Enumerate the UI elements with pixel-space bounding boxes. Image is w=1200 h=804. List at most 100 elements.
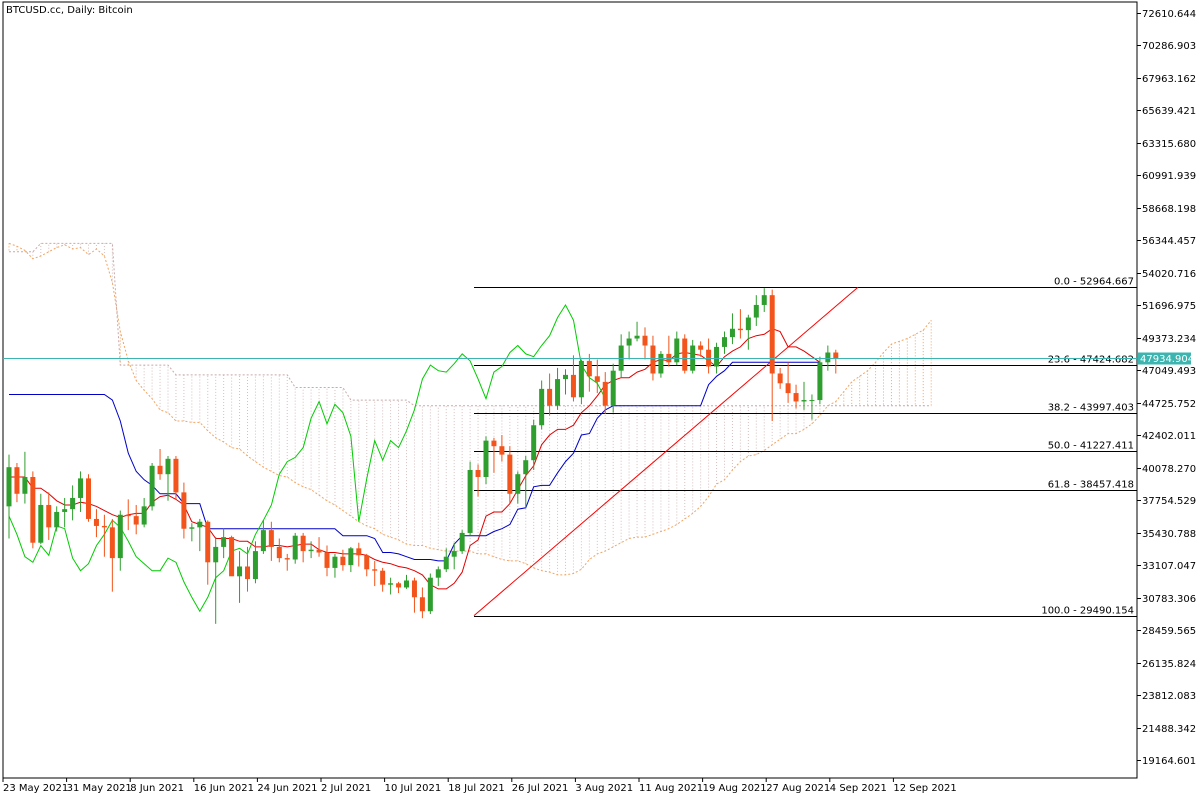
candle-bull [515,474,521,494]
price-tick-label: 54020.716 [1142,269,1196,280]
fibonacci-levels: 0.0 - 52964.667 23.6 - 47424.682 38.2 - 43… [473,277,1137,617]
candle-bear [340,556,346,566]
price-tick-label: 49373.234 [1142,334,1196,345]
time-tick-label: 3 Aug 2021 [575,783,633,794]
candle-bull [308,549,314,552]
candle-bull [117,514,123,559]
fib-level-label: 38.2 - 43997.403 [1048,403,1134,414]
chart-title: BTCUSD.cc, Daily: Bitcoin [6,5,133,16]
candle-bull [332,556,338,568]
candle-bear [777,373,783,384]
candle-bull [149,465,155,507]
candle-bear [594,376,600,382]
candle-bear [785,383,791,394]
candle-bull [467,469,473,533]
candle-bear [396,583,402,588]
price-tick-label: 33107.047 [1142,561,1196,572]
candle-bear [268,530,274,547]
candle-bear [372,569,378,571]
candle-bull [714,346,720,367]
time-tick-label: 2 Jul 2021 [321,783,371,794]
candle-bull [292,535,298,560]
price-tick-label: 42402.011 [1142,431,1196,442]
candle-bull [213,546,219,563]
candle-bull [22,476,28,494]
candle-bull [451,551,457,557]
candle-bear [364,555,370,570]
candle-bear [86,478,91,519]
candle-bear [507,454,513,494]
candle-bear [276,546,282,559]
candle-bear [356,548,362,556]
candle-bull [78,478,84,498]
candle-bull [578,360,584,398]
candle-bull [729,328,735,338]
price-tick-label: 30783.306 [1142,594,1196,605]
price-tick-label: 56344.457 [1142,236,1196,247]
candle-bull [626,338,632,346]
time-tick-label: 8 Jun 2021 [130,783,184,794]
candle-bull [761,295,767,305]
candle-bull [809,400,815,402]
price-tick-label: 70286.903 [1142,41,1196,52]
price-tick-label: 28459.565 [1142,626,1196,637]
price-tick-label: 37754.529 [1142,496,1196,507]
candle-bear [642,335,648,346]
current-price-label: 47934.904 [1140,354,1194,365]
time-tick-label: 4 Sep 2021 [830,783,887,794]
candle-bear [245,566,250,580]
candle-bull [435,569,441,578]
candle-bull [483,440,489,477]
candle-bear [173,458,179,493]
fib-level-label: 50.0 - 41227.411 [1048,441,1134,452]
candle-bull [555,379,561,406]
candle-bear [769,295,775,374]
candle-bear [833,352,839,359]
candle-bear [284,558,290,560]
time-tick-label: 24 Jun 2021 [257,783,317,794]
senkou-span-a [8,242,932,576]
price-tick-label: 67963.162 [1142,74,1196,85]
candle-bear [205,521,211,563]
candle-bear [682,338,688,371]
candle-bull [459,532,465,552]
price-tick-label: 23812.083 [1142,691,1196,702]
candle-bull [658,353,664,374]
candle-bull [260,530,266,552]
candle-bull [745,317,751,331]
price-tick-label: 44725.752 [1142,399,1196,410]
candle-bull [348,548,354,566]
candle-bear [650,345,656,374]
candle-bull [197,521,203,528]
candle-bear [602,381,608,406]
price-tick-label: 35430.788 [1142,529,1196,540]
candle-bear [46,504,52,528]
price-tick-label: 58668.198 [1142,204,1196,215]
price-tick-label: 72610.644 [1142,9,1196,20]
candle-bull [388,583,394,585]
candle-bull [563,374,568,380]
candle-bear [491,440,497,447]
candle-bull [70,497,76,510]
candle-bear [229,537,235,577]
current-price-tag [1138,352,1191,365]
candle-bull [221,537,227,547]
fib-level-label: 0.0 - 52964.667 [1054,277,1134,288]
time-tick-label: 18 Jul 2021 [448,783,505,794]
candle-bear [300,535,306,552]
candle-bull [189,527,195,529]
candle-bull [610,370,616,406]
candle-bear [570,374,576,398]
time-tick-label: 16 Jun 2021 [194,783,254,794]
time-tick-label: 26 Jul 2021 [512,783,569,794]
candle-bull [443,556,449,570]
candle-bear [547,388,553,406]
candle-bull [634,335,640,339]
candle-bear [411,580,417,598]
candle-bull [523,460,529,475]
candle-bear [30,476,36,543]
candle-bull [54,511,60,528]
